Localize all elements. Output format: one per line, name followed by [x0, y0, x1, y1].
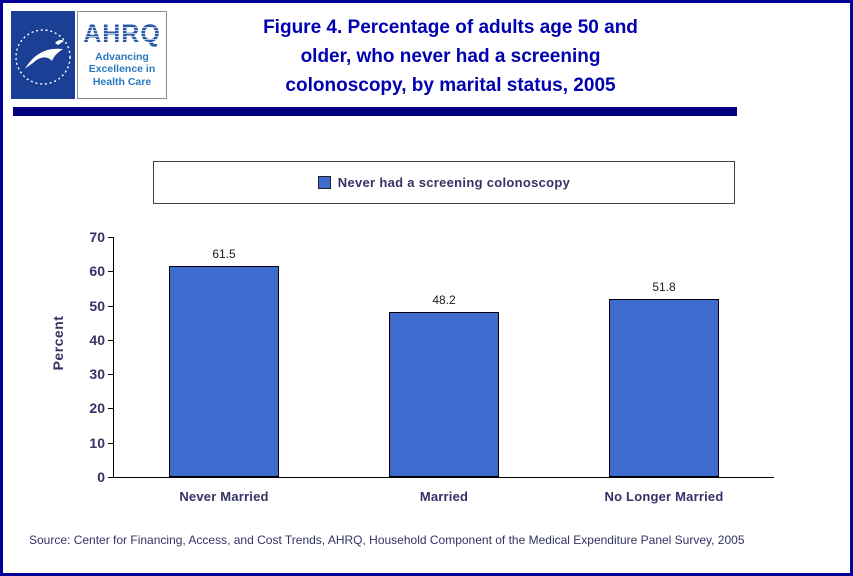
- y-tick-mark: [108, 408, 114, 410]
- y-tick-mark: [108, 477, 114, 478]
- legend-label: Never had a screening colonoscopy: [337, 175, 571, 190]
- hhs-logo-icon: [11, 11, 75, 99]
- y-tick-mark: [108, 305, 114, 307]
- y-tick-label: 40: [89, 331, 105, 348]
- y-tick-mark: [108, 271, 114, 273]
- bar: [169, 266, 279, 477]
- page-title-line: colonoscopy, by marital status, 2005: [285, 75, 616, 96]
- ahrq-tagline-line: Advancing: [95, 50, 149, 63]
- source-text: Source: Center for Financing, Access, an…: [29, 533, 745, 547]
- ahrq-logo: AHRQ Advancing Excellence in Health Care: [77, 11, 167, 99]
- y-tick-label: 70: [89, 229, 105, 245]
- y-tick-mark: [108, 374, 114, 376]
- page-title: Figure 4. Percentage of adults age 50 an…: [168, 13, 733, 100]
- y-axis-ticks: 0 10 20 30 40 50 60 70: [61, 229, 105, 485]
- legend-box: Never had a screening colonoscopy: [153, 161, 735, 204]
- y-tick-label: 50: [89, 297, 105, 314]
- page-title-line: Figure 4. Percentage of adults age 50 an…: [263, 17, 638, 38]
- bar-value-label: 61.5: [212, 247, 236, 262]
- x-axis-category-label: No Longer Married: [604, 489, 724, 504]
- page-title-line: older, who never had a screening: [300, 46, 601, 67]
- ahrq-wordmark: AHRQ: [83, 19, 161, 48]
- y-tick-label: 30: [89, 366, 105, 383]
- y-tick-mark: [108, 237, 114, 238]
- bar: [609, 299, 719, 477]
- header-divider: [13, 107, 737, 116]
- ahrq-tagline-line: Excellence in: [88, 63, 156, 76]
- bar: [389, 311, 499, 477]
- bar-value-label: 51.8: [652, 280, 676, 295]
- y-tick-mark: [108, 339, 114, 341]
- y-tick-label: 20: [89, 400, 105, 417]
- y-tick-label: 10: [89, 434, 105, 451]
- x-axis-category-label: Married: [419, 489, 469, 504]
- ahrq-tagline-line: Health Care: [92, 75, 152, 88]
- plot-area: 61.5 Never Married 48.2 Married 51.8 No Longe…: [108, 237, 774, 504]
- y-tick-label: 0: [97, 469, 105, 485]
- ahrq-tagline: Advancing Excellence in Health Care: [89, 51, 156, 88]
- y-tick-label: 60: [89, 263, 105, 280]
- bar-value-label: 48.2: [432, 292, 456, 307]
- ahrq-acronym-text: AHRQ: [83, 19, 161, 48]
- y-tick-mark: [108, 442, 114, 444]
- legend-swatch-icon: [317, 176, 331, 189]
- x-axis-category-label: Never Married: [179, 489, 269, 504]
